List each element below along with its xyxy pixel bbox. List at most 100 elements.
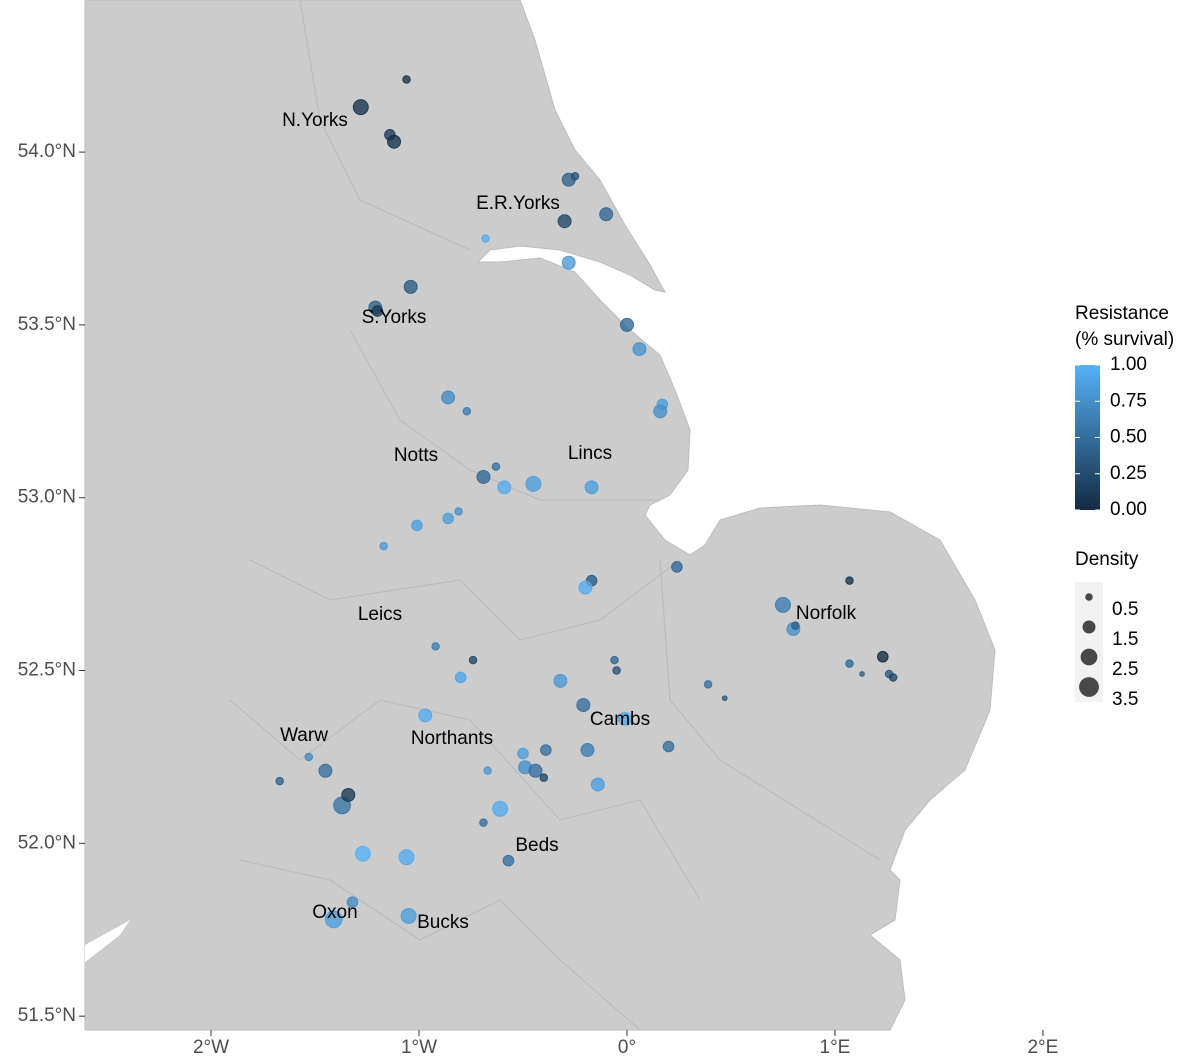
colorbar-label: 1.00	[1110, 354, 1147, 375]
size-label: 1.5	[1112, 629, 1138, 650]
point	[398, 849, 415, 866]
size-key	[1080, 648, 1098, 666]
region-label: Lincs	[568, 443, 612, 464]
size-key	[1082, 620, 1096, 634]
size-key	[1079, 677, 1099, 697]
point	[481, 234, 490, 243]
point	[845, 576, 854, 585]
point	[721, 695, 728, 702]
point	[462, 407, 472, 416]
point	[497, 480, 512, 495]
point	[400, 907, 417, 924]
region-label: S.Yorks	[362, 307, 427, 328]
point	[632, 342, 647, 357]
border	[249, 559, 681, 641]
border	[239, 859, 641, 1031]
point	[671, 561, 683, 573]
y-tick-label: 52.5°N	[18, 660, 76, 681]
color-legend-title: Resistance	[1075, 303, 1169, 324]
point	[584, 480, 599, 495]
point	[468, 655, 478, 665]
point	[431, 642, 440, 651]
point	[653, 404, 668, 419]
point	[528, 763, 543, 778]
point	[402, 75, 411, 84]
y-tick-label: 53.5°N	[18, 314, 76, 335]
point	[304, 752, 314, 762]
point	[845, 659, 854, 668]
colorbar-label: 0.00	[1110, 499, 1147, 520]
color-legend-title: (% survival)	[1075, 329, 1174, 350]
point	[791, 621, 800, 630]
point	[346, 896, 359, 908]
region-label: Leics	[358, 604, 402, 625]
point	[612, 666, 621, 675]
point	[617, 711, 632, 726]
point	[774, 596, 791, 613]
point	[454, 507, 463, 516]
point	[341, 787, 356, 802]
region-label: Bucks	[417, 912, 469, 933]
point	[580, 743, 595, 758]
point	[476, 469, 491, 484]
point	[525, 475, 542, 492]
point	[599, 207, 614, 222]
region-label: Norfolk	[796, 603, 857, 624]
region-label: Oxon	[312, 902, 357, 923]
point	[553, 673, 568, 688]
point	[662, 740, 675, 753]
size-label: 0.5	[1112, 599, 1138, 620]
point	[354, 845, 371, 862]
region-label: E.R.Yorks	[476, 193, 560, 214]
point	[411, 519, 423, 532]
land	[84, 0, 996, 1031]
x-tick-label: 2°E	[1027, 1037, 1058, 1058]
x-tick-label: 1°E	[820, 1037, 851, 1058]
size-key	[1085, 593, 1093, 601]
size-label: 3.5	[1112, 689, 1138, 710]
point	[539, 773, 549, 782]
point	[379, 541, 388, 551]
point	[387, 134, 402, 149]
point	[859, 671, 865, 677]
size-legend-title: Density	[1075, 549, 1139, 570]
estuary	[85, 920, 130, 962]
point	[418, 708, 433, 723]
y-tick-label: 52.0°N	[18, 832, 76, 853]
colorbar-label: 0.50	[1110, 427, 1147, 448]
point	[578, 580, 593, 595]
y-tick-label: 54.0°N	[18, 141, 76, 162]
point	[570, 172, 580, 181]
size-label: 2.5	[1112, 659, 1138, 680]
border	[229, 699, 701, 901]
point	[352, 99, 369, 116]
point	[403, 279, 418, 294]
x-tick-label: 0°	[618, 1037, 636, 1058]
point	[318, 763, 333, 778]
point	[517, 747, 529, 760]
border	[659, 559, 881, 861]
colorbar-label: 0.75	[1110, 390, 1147, 411]
points	[275, 75, 898, 929]
y-tick-label: 51.5°N	[18, 1005, 76, 1026]
county-borders	[229, 0, 881, 1031]
x-tick-label: 1°W	[401, 1037, 437, 1058]
x-tick-label: 2°W	[193, 1037, 229, 1058]
point	[502, 854, 515, 867]
region-label: Warw	[280, 725, 328, 746]
region-label: Cambs	[590, 709, 650, 730]
point	[540, 744, 552, 756]
point	[619, 317, 634, 332]
point	[324, 910, 343, 929]
point	[590, 777, 605, 792]
region-label: Notts	[394, 445, 438, 466]
point	[561, 255, 576, 270]
region-label: N.Yorks	[282, 110, 348, 131]
point	[492, 800, 509, 817]
point	[491, 462, 501, 471]
point	[483, 766, 492, 776]
border	[349, 329, 660, 501]
point	[454, 671, 467, 684]
point	[442, 512, 454, 525]
